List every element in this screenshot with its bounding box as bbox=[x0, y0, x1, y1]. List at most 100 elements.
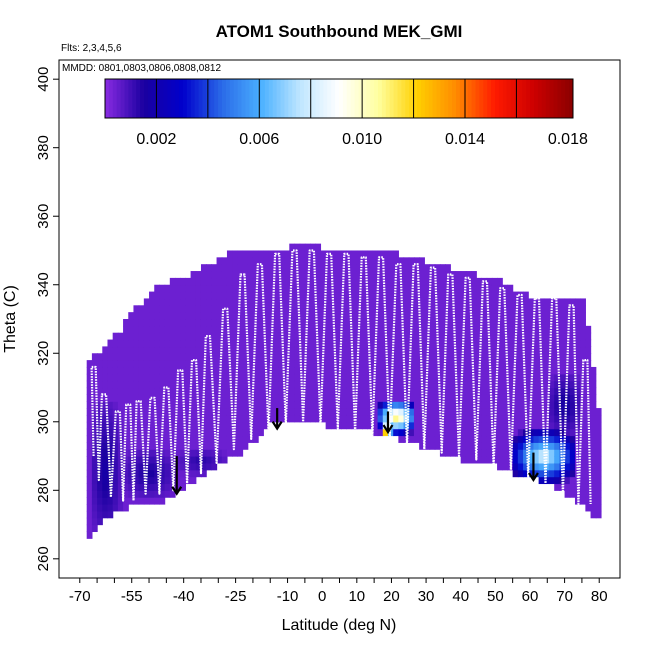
heatmap-cell bbox=[154, 298, 161, 306]
heatmap-cell bbox=[450, 442, 457, 450]
heatmap-cell bbox=[528, 469, 535, 478]
heatmap-cell bbox=[133, 312, 140, 320]
heatmap-cell bbox=[574, 325, 581, 334]
heatmap-cell bbox=[549, 366, 555, 375]
heatmap-cell bbox=[242, 435, 249, 443]
heatmap-cell bbox=[538, 366, 545, 375]
heatmap-cell bbox=[476, 435, 483, 443]
heatmap-cell bbox=[455, 339, 462, 348]
heatmap-cell bbox=[538, 312, 545, 320]
heatmap-cell bbox=[465, 421, 472, 430]
heatmap-cell bbox=[185, 373, 192, 382]
heatmap-cell bbox=[439, 284, 446, 293]
heatmap-cell bbox=[154, 435, 161, 443]
heatmap-cell bbox=[216, 284, 223, 293]
heatmap-cell bbox=[206, 312, 212, 320]
heatmap-cell bbox=[211, 332, 218, 341]
heatmap-cell bbox=[393, 346, 399, 354]
colorbar-frame bbox=[104, 78, 574, 119]
heatmap-cell bbox=[200, 442, 207, 450]
heatmap-cell bbox=[226, 325, 233, 334]
heatmap-cell bbox=[211, 339, 218, 348]
heatmap-cell bbox=[237, 401, 244, 409]
heatmap-cell bbox=[538, 414, 545, 423]
heatmap-cell bbox=[377, 264, 384, 272]
heatmap-cell bbox=[175, 469, 181, 478]
heatmap-cell bbox=[315, 401, 322, 409]
heatmap-cell bbox=[154, 387, 161, 395]
heatmap-cell bbox=[325, 312, 332, 320]
heatmap-cell bbox=[517, 449, 524, 457]
heatmap-cell bbox=[278, 277, 285, 286]
heatmap-cell bbox=[278, 284, 285, 293]
heatmap-cell bbox=[294, 353, 301, 361]
heatmap-cell bbox=[408, 401, 415, 409]
heatmap-cell bbox=[341, 373, 348, 382]
heatmap-cell bbox=[169, 284, 176, 293]
heatmap-cell bbox=[439, 366, 446, 375]
heatmap-cell bbox=[497, 366, 503, 375]
colorbar-swatch bbox=[378, 79, 383, 118]
heatmap-cell bbox=[341, 312, 348, 320]
heatmap-cell bbox=[268, 271, 275, 279]
heatmap-cell bbox=[185, 360, 192, 368]
heatmap-cell bbox=[284, 305, 290, 313]
heatmap-cell bbox=[574, 442, 581, 450]
heatmap-cell bbox=[123, 462, 129, 471]
heatmap-cell bbox=[559, 456, 566, 464]
heatmap-cell bbox=[180, 373, 186, 382]
heatmap-cell bbox=[476, 298, 483, 306]
heatmap-cell bbox=[112, 394, 119, 402]
heatmap-cell bbox=[497, 435, 503, 443]
heatmap-cell bbox=[455, 277, 462, 286]
heatmap-cell bbox=[434, 421, 441, 430]
heatmap-cell bbox=[310, 380, 316, 389]
heatmap-cell bbox=[543, 428, 550, 437]
heatmap-cell bbox=[252, 373, 259, 382]
x-tick-label: 80 bbox=[591, 588, 608, 605]
heatmap-cell bbox=[138, 442, 145, 450]
heatmap-cell bbox=[569, 319, 576, 327]
heatmap-cell bbox=[200, 462, 207, 471]
heatmap-cell bbox=[206, 449, 212, 457]
heatmap-cell bbox=[356, 387, 363, 395]
heatmap-cell bbox=[486, 394, 493, 402]
heatmap-cell bbox=[206, 339, 212, 348]
heatmap-cell bbox=[294, 277, 301, 286]
heatmap-cell bbox=[465, 428, 472, 437]
heatmap-cell bbox=[268, 277, 275, 286]
heatmap-cell bbox=[450, 305, 457, 313]
heatmap-cell bbox=[263, 421, 270, 430]
heatmap-cell bbox=[439, 346, 446, 354]
heatmap-cell bbox=[382, 394, 389, 402]
heatmap-cell bbox=[512, 408, 519, 416]
heatmap-cell bbox=[372, 305, 379, 313]
colorbar-swatch bbox=[198, 79, 203, 118]
heatmap-cell bbox=[517, 408, 524, 416]
heatmap-cell bbox=[408, 435, 415, 443]
heatmap-cell bbox=[112, 373, 119, 382]
heatmap-cell bbox=[413, 284, 420, 293]
heatmap-cell bbox=[486, 401, 493, 409]
heatmap-cell bbox=[356, 257, 363, 265]
heatmap-cell bbox=[128, 483, 135, 491]
heatmap-cell bbox=[310, 291, 316, 300]
heatmap-cell bbox=[221, 435, 228, 443]
heatmap-cell bbox=[517, 312, 524, 320]
heatmap-cell bbox=[258, 387, 264, 395]
heatmap-cell bbox=[164, 380, 171, 389]
heatmap-cell bbox=[517, 428, 524, 437]
heatmap-cell bbox=[523, 325, 529, 334]
heatmap-cell bbox=[149, 408, 155, 416]
heatmap-cell bbox=[304, 401, 311, 409]
heatmap-cell bbox=[533, 387, 540, 395]
heatmap-cell bbox=[486, 442, 493, 450]
heatmap-cell bbox=[538, 469, 545, 478]
heatmap-cell bbox=[543, 325, 550, 334]
heatmap-cell bbox=[512, 394, 519, 402]
heatmap-cell bbox=[91, 353, 98, 361]
heatmap-cell bbox=[164, 353, 171, 361]
heatmap-cell bbox=[341, 319, 348, 327]
heatmap-cell bbox=[133, 387, 140, 395]
heatmap-cell bbox=[362, 319, 368, 327]
